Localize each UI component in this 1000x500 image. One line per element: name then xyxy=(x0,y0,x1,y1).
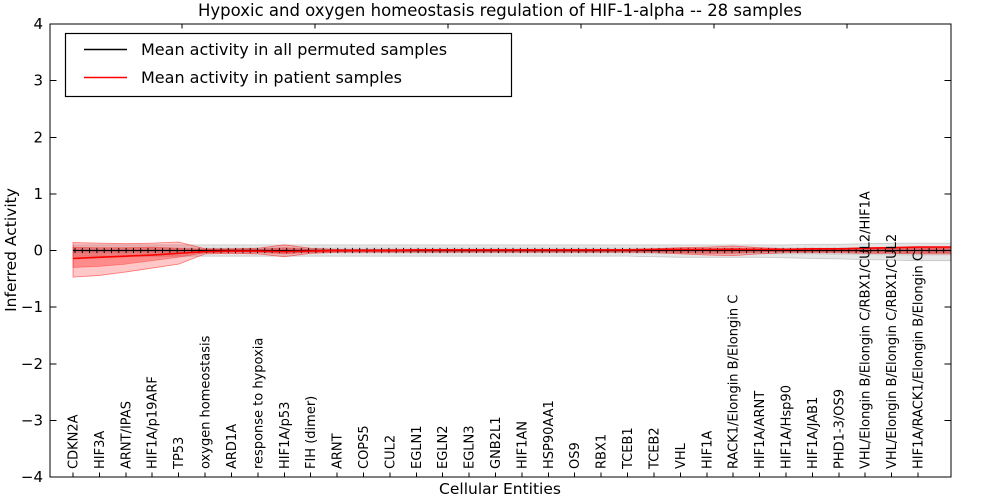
legend-label-patient-samples: Mean activity in patient samples xyxy=(141,68,402,87)
x-tick-label: EGLN1 xyxy=(410,425,425,469)
x-tick-label: EGLN2 xyxy=(436,425,451,469)
x-tick-label: TCEB1 xyxy=(621,427,636,470)
y-tick-label: −4 xyxy=(21,468,43,486)
x-tick-label: HIF1AN xyxy=(515,421,530,469)
x-tick-label: VHL xyxy=(674,442,689,469)
chart-title: Hypoxic and oxygen homeostasis regulatio… xyxy=(198,1,802,20)
x-tick-label: RACK1/Elongin B/Elongin C xyxy=(727,295,742,469)
legend: Mean activity in all permuted samples Me… xyxy=(64,32,513,98)
y-tick-label: 3 xyxy=(33,72,43,90)
y-tick-labels: −4 −3 −2 −1 0 1 2 3 4 xyxy=(21,15,43,486)
x-tick-label: ARNT/IPAS xyxy=(119,401,134,469)
x-tick-label: CDKN2A xyxy=(67,414,82,469)
x-tick-label: HIF1A/p19ARF xyxy=(146,376,161,469)
x-tick-label: RBX1 xyxy=(595,434,610,469)
x-tick-labels: CDKN2A HIF3A ARNT/IPAS HIF1A/p19ARF TP53 oxyg… xyxy=(67,191,927,470)
x-tick-label: HIF1A/JAB1 xyxy=(806,397,821,469)
x-tick-label: GNB2L1 xyxy=(489,416,504,469)
x-tick-label: PHD1-3/OS9 xyxy=(832,389,847,469)
x-tick-label: EGLN3 xyxy=(463,425,478,469)
x-tick-label: HIF1A xyxy=(700,431,715,469)
legend-box xyxy=(64,32,513,98)
x-tick-label: HIF1A/ARNT xyxy=(753,391,768,469)
y-tick-label: −2 xyxy=(21,355,43,373)
ticks-layer xyxy=(50,23,951,478)
x-tick-label: HIF3A xyxy=(93,431,108,469)
y-tick-label: 1 xyxy=(33,185,43,203)
x-tick-label: HSP90AA1 xyxy=(542,400,557,469)
x-tick-label: COPS5 xyxy=(357,425,372,469)
y-tick-label: −1 xyxy=(21,298,43,316)
y-tick-label: 2 xyxy=(33,128,43,146)
x-tick-label: FIH (dimer) xyxy=(304,396,319,469)
data-layer xyxy=(72,241,952,278)
x-tick-label: response to hypoxia xyxy=(251,338,266,469)
y-tick-label: 4 xyxy=(33,15,43,33)
y-tick-label: 0 xyxy=(33,242,43,260)
x-tick-label: HIF1A/p53 xyxy=(278,402,293,469)
x-axis-label: Cellular Entities xyxy=(439,480,561,498)
patient-mean-line xyxy=(72,246,951,260)
x-tick-label: TP53 xyxy=(172,437,187,470)
x-tick-label: VHL/Elongin B/Elongin C/RBX1/CUL2/HIF1A xyxy=(859,191,874,469)
x-tick-label: oxygen homeostasis xyxy=(199,335,214,469)
x-tick-label: CUL2 xyxy=(383,435,398,469)
x-tick-label: ARNT xyxy=(331,433,346,469)
x-tick-label: VHL/Elongin B/Elongin C/RBX1/CUL2 xyxy=(885,234,900,469)
y-axis-label: Inferred Activity xyxy=(2,188,20,312)
x-tick-label: HIF1A/Hsp90 xyxy=(779,385,794,469)
y-tick-label: −3 xyxy=(21,411,43,429)
x-tick-label: HIF1A/RACK1/Elongin B/Elongin C xyxy=(912,252,927,469)
x-tick-label: OS9 xyxy=(568,442,583,469)
legend-label-permuted-samples: Mean activity in all permuted samples xyxy=(141,40,447,59)
x-tick-label: TCEB2 xyxy=(647,427,662,470)
x-tick-label: ARD1A xyxy=(225,424,240,469)
